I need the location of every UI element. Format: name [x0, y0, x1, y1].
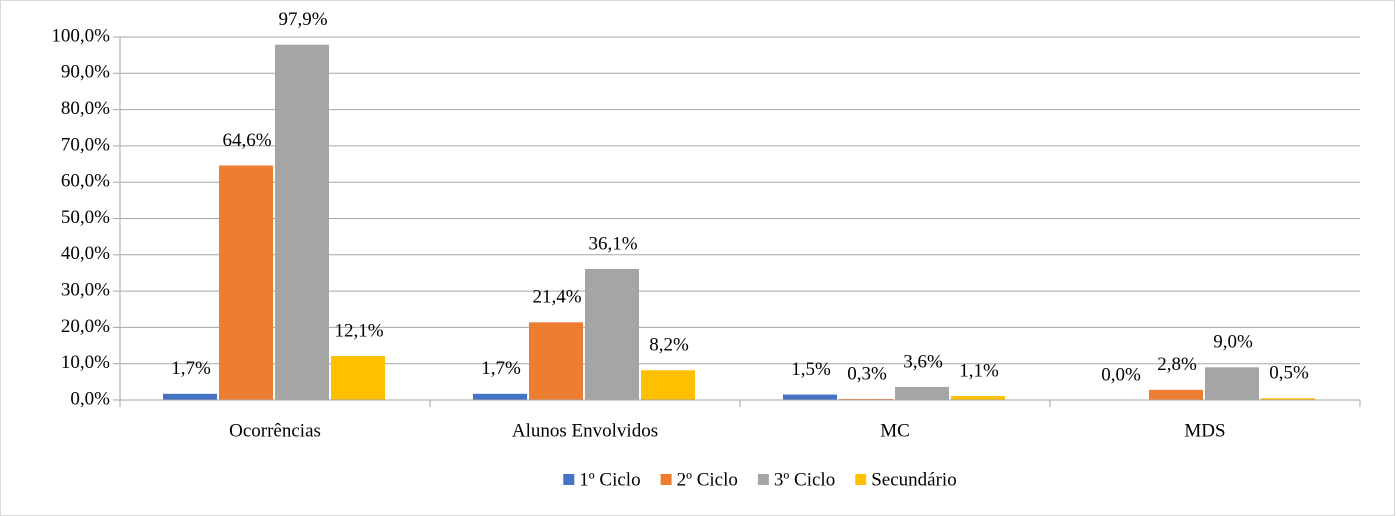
data-label: 9,0% — [1213, 332, 1253, 353]
data-label: 21,4% — [532, 287, 581, 308]
bar — [641, 370, 695, 400]
x-tick-label: Ocorrências — [229, 420, 321, 441]
x-tick-label: Alunos Envolvidos — [512, 420, 658, 441]
legend-swatch — [660, 474, 672, 485]
y-tick-label: 80,0% — [61, 98, 110, 119]
data-label: 1,7% — [171, 358, 211, 379]
data-label: 97,9% — [278, 9, 327, 30]
y-tick-label: 100,0% — [51, 25, 110, 46]
data-label: 0,0% — [1101, 364, 1141, 385]
bar — [163, 393, 217, 400]
x-tick-label: MC — [880, 420, 910, 441]
legend-label: 3º Ciclo — [774, 469, 835, 490]
x-tick-label: MDS — [1184, 420, 1225, 441]
data-label: 1,5% — [791, 359, 831, 380]
data-label: 1,1% — [959, 360, 999, 381]
legend-swatch — [855, 474, 867, 485]
bar — [219, 165, 273, 400]
bar — [1205, 367, 1259, 400]
legend-swatch — [757, 474, 769, 485]
bar — [331, 356, 385, 400]
y-tick-label: 10,0% — [61, 352, 110, 373]
y-tick-label: 0,0% — [70, 388, 110, 409]
data-label: 0,3% — [847, 363, 887, 384]
legend-label: 2º Ciclo — [677, 469, 738, 490]
y-tick-label: 20,0% — [61, 316, 110, 337]
data-label: 2,8% — [1157, 354, 1197, 375]
data-label: 1,7% — [481, 358, 521, 379]
legend-label: 1º Ciclo — [579, 469, 640, 490]
bar — [585, 268, 639, 400]
bar — [839, 398, 893, 400]
legend-swatch — [563, 474, 575, 485]
bar — [275, 44, 329, 401]
bar — [951, 396, 1005, 400]
y-tick-label: 30,0% — [61, 279, 110, 300]
bar — [783, 394, 837, 400]
data-label: 0,5% — [1269, 363, 1309, 384]
data-label: 12,1% — [334, 320, 383, 341]
bar — [1149, 389, 1203, 400]
bar — [529, 322, 583, 400]
bar — [1261, 398, 1315, 400]
y-tick-label: 40,0% — [61, 243, 110, 264]
bar — [473, 393, 527, 400]
data-label: 8,2% — [649, 335, 689, 356]
y-tick-label: 60,0% — [61, 171, 110, 192]
y-tick-label: 50,0% — [61, 207, 110, 228]
legend-label: Secundário — [871, 469, 956, 490]
data-label: 64,6% — [222, 130, 271, 151]
data-label: 3,6% — [903, 351, 943, 372]
y-tick-label: 90,0% — [61, 62, 110, 83]
data-label: 36,1% — [588, 233, 637, 254]
y-tick-label: 70,0% — [61, 134, 110, 155]
bar — [895, 386, 949, 400]
